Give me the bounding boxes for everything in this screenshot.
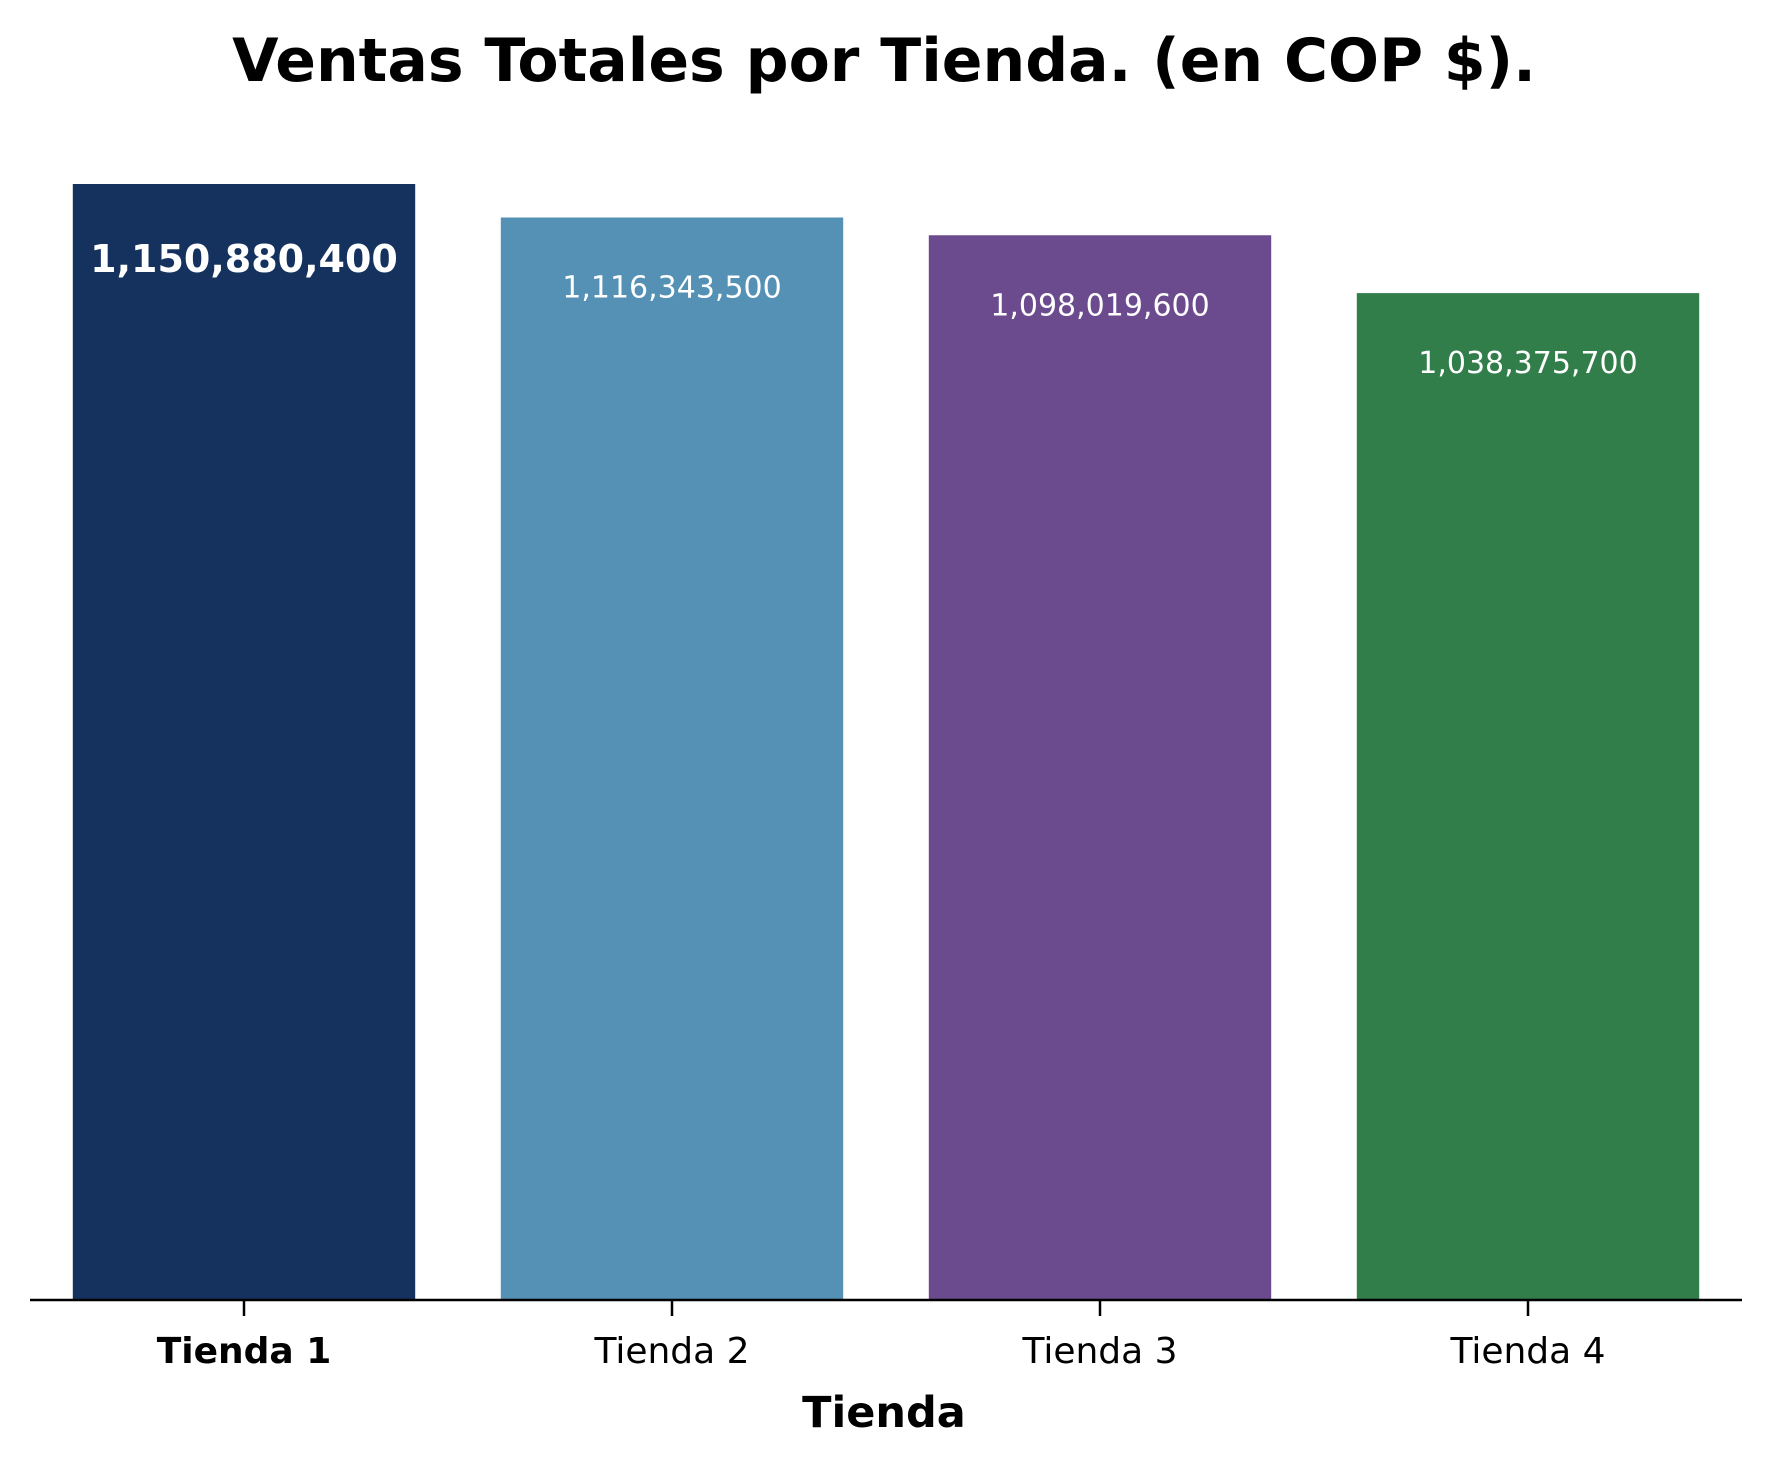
chart-title: Ventas Totales por Tienda. (en COP $). — [232, 26, 1536, 96]
value-label-1: 1,150,880,400 — [90, 237, 398, 281]
x-tick-label-4: Tienda 4 — [1449, 1331, 1605, 1372]
bar-1 — [72, 184, 416, 1300]
bar-3 — [928, 235, 1272, 1301]
value-label-4: 1,038,375,700 — [1418, 346, 1637, 381]
x-tick-label-3: Tienda 3 — [1021, 1331, 1177, 1372]
value-label-2: 1,116,343,500 — [562, 270, 781, 305]
x-tick-label-2: Tienda 2 — [593, 1331, 749, 1372]
bar-2 — [500, 217, 844, 1300]
value-labels-layer: 1,150,880,400 1,116,343,500 1,098,019,600 1… — [90, 237, 1638, 381]
bars-layer — [72, 184, 1700, 1301]
bar-4 — [1356, 293, 1700, 1300]
x-tick-label-1: Tienda 1 — [157, 1331, 332, 1372]
value-label-3: 1,098,019,600 — [990, 288, 1209, 323]
x-tick-labels-layer: Tienda 1 Tienda 2 Tienda 3 Tienda 4 — [157, 1331, 1606, 1372]
x-ticks-layer — [242, 1300, 1530, 1316]
x-axis-label: Tienda — [802, 1388, 966, 1438]
